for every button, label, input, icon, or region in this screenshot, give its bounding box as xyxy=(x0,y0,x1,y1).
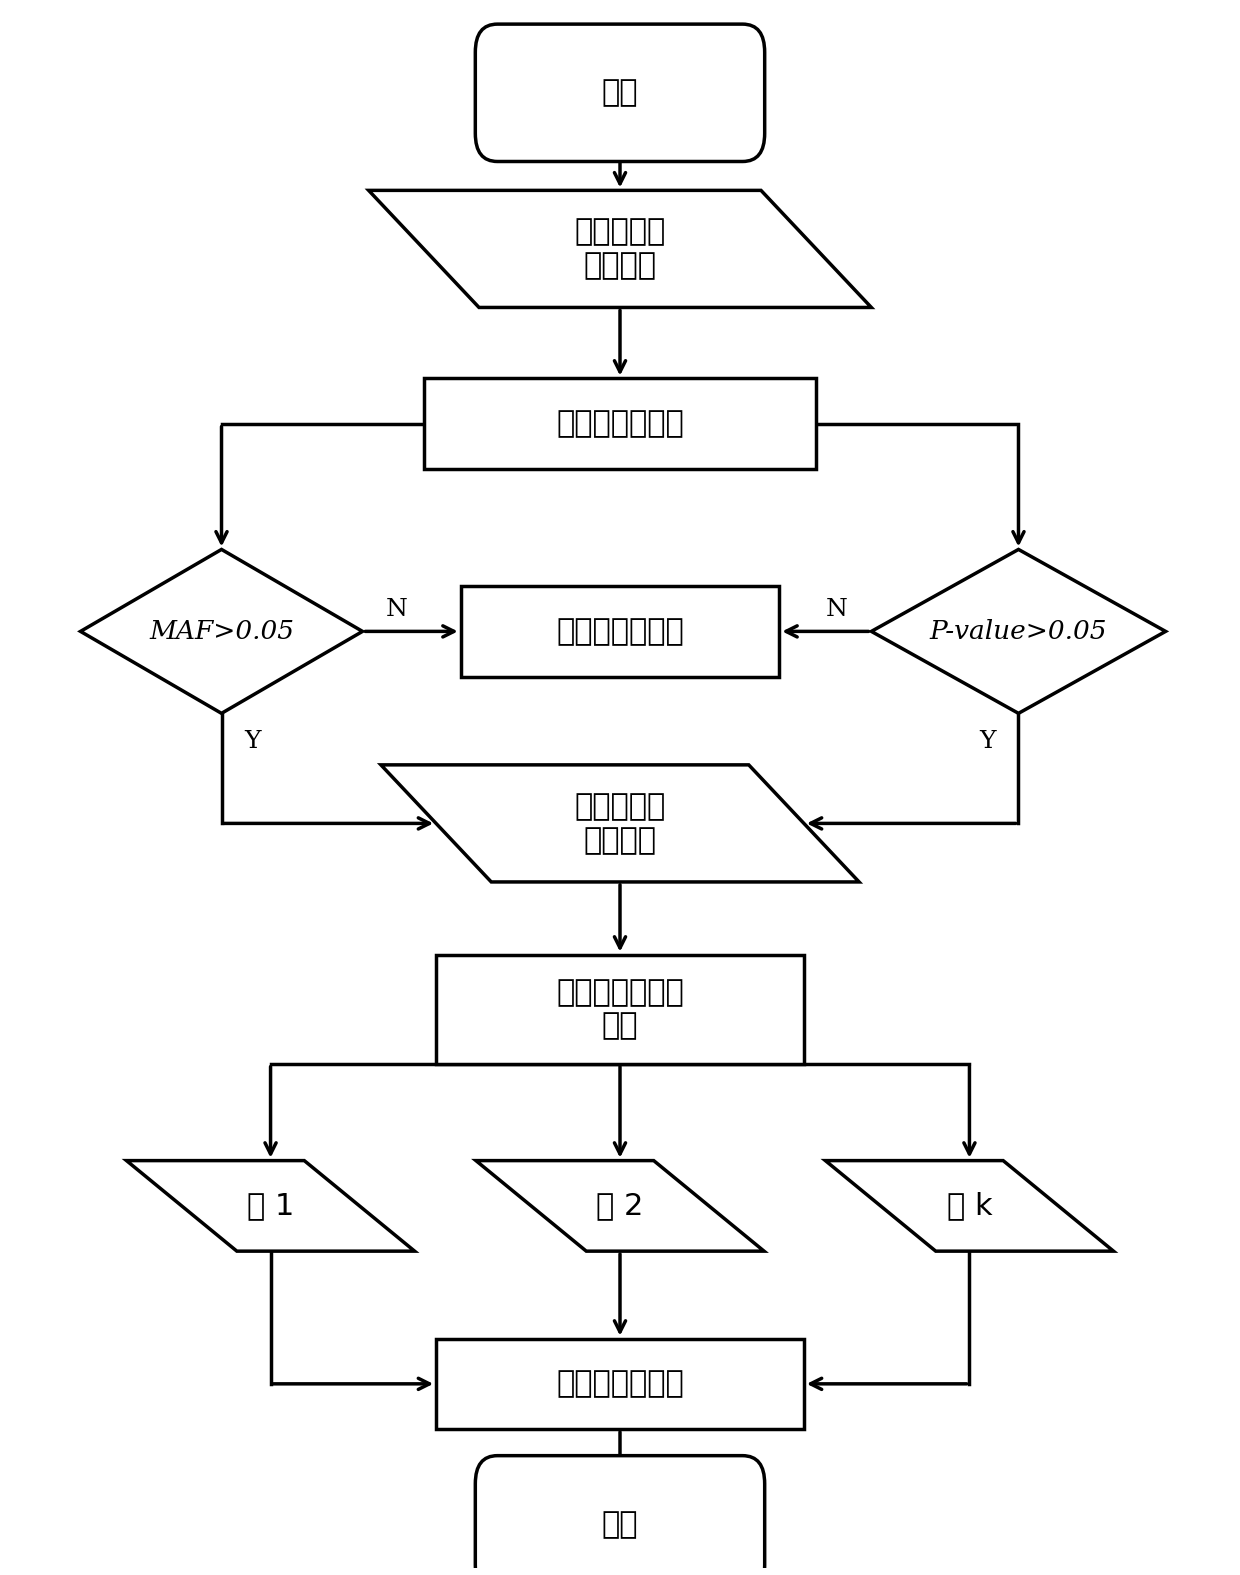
Text: 基于假设性检验: 基于假设性检验 xyxy=(556,410,684,438)
FancyBboxPatch shape xyxy=(475,24,765,162)
Text: 初步筛选后
的数据集: 初步筛选后 的数据集 xyxy=(574,792,666,855)
Text: 使用改进的方法
聚类: 使用改进的方法 聚类 xyxy=(556,978,684,1041)
Text: 停止: 停止 xyxy=(601,1510,639,1539)
Bar xyxy=(424,378,816,469)
Bar xyxy=(436,1339,804,1429)
Text: 簇 1: 簇 1 xyxy=(247,1191,294,1221)
Text: 簇 k: 簇 k xyxy=(946,1191,992,1221)
Text: N: N xyxy=(386,598,408,621)
Text: Y: Y xyxy=(980,729,996,753)
Polygon shape xyxy=(872,550,1166,713)
Text: N: N xyxy=(826,598,848,621)
Text: 开始: 开始 xyxy=(601,79,639,107)
Text: 初步筛选后
的数据集: 初步筛选后 的数据集 xyxy=(574,217,666,280)
Polygon shape xyxy=(126,1161,414,1251)
Bar xyxy=(436,954,804,1063)
Text: MAF>0.05: MAF>0.05 xyxy=(149,619,294,644)
Polygon shape xyxy=(368,191,872,307)
Polygon shape xyxy=(381,765,859,882)
Text: 簇 2: 簇 2 xyxy=(596,1191,644,1221)
Text: P-value>0.05: P-value>0.05 xyxy=(930,619,1107,644)
Text: 从数据集中剥除: 从数据集中剥除 xyxy=(556,617,684,646)
Polygon shape xyxy=(81,550,362,713)
Text: 从每个簇中选择: 从每个簇中选择 xyxy=(556,1369,684,1399)
Polygon shape xyxy=(476,1161,764,1251)
Polygon shape xyxy=(826,1161,1114,1251)
Bar xyxy=(460,586,780,677)
Text: Y: Y xyxy=(244,729,260,753)
FancyBboxPatch shape xyxy=(475,1455,765,1575)
